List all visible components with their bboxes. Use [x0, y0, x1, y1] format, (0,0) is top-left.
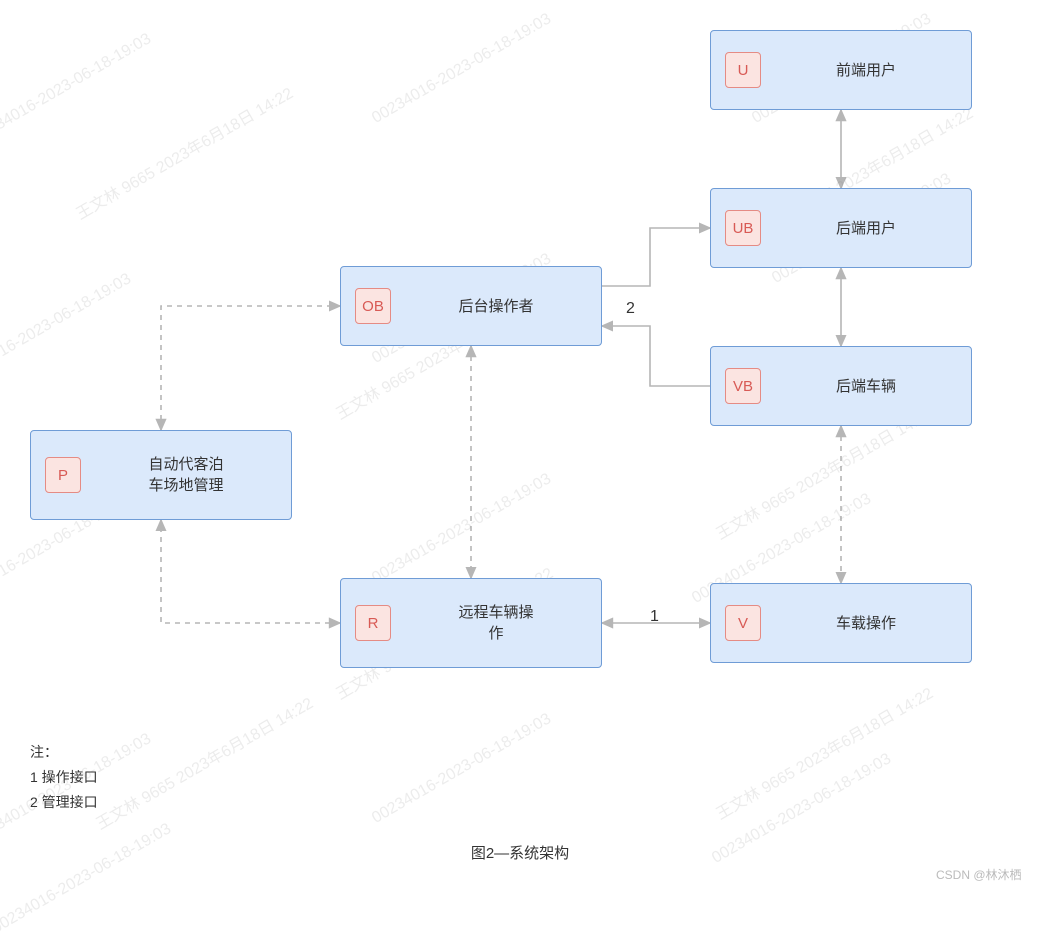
node-R: R远程车辆操作 [340, 578, 602, 668]
node-badge-VB: VB [725, 368, 761, 404]
node-label-V: 车载操作 [761, 613, 971, 634]
node-UB: UB后端用户 [710, 188, 972, 268]
edge-OB-UB [602, 228, 710, 286]
edge-P-OB [161, 306, 340, 430]
legend: 注：1 操作接口2 管理接口 [30, 740, 98, 816]
node-badge-UB: UB [725, 210, 761, 246]
node-OB: OB后台操作者 [340, 266, 602, 346]
edge-R-P [161, 520, 340, 623]
node-label-P: 自动代客泊车场地管理 [81, 454, 291, 496]
node-label-U: 前端用户 [761, 60, 971, 81]
node-label-UB: 后端用户 [761, 218, 971, 239]
edge-label-1: 1 [650, 608, 659, 626]
node-V: V车载操作 [710, 583, 972, 663]
node-U: U前端用户 [710, 30, 972, 110]
node-badge-R: R [355, 605, 391, 641]
attribution: CSDN @林沐栖 [936, 866, 1022, 883]
legend-item-0: 1 操作接口 [30, 765, 98, 790]
node-VB: VB后端车辆 [710, 346, 972, 426]
node-badge-P: P [45, 457, 81, 493]
node-P: P自动代客泊车场地管理 [30, 430, 292, 520]
node-badge-U: U [725, 52, 761, 88]
node-label-OB: 后台操作者 [391, 296, 601, 317]
edge-VB-OB [602, 326, 710, 386]
node-label-R: 远程车辆操作 [391, 602, 601, 644]
node-badge-V: V [725, 605, 761, 641]
node-badge-OB: OB [355, 288, 391, 324]
figure-caption: 图2—系统架构 [0, 842, 1040, 863]
legend-item-1: 2 管理接口 [30, 790, 98, 815]
edge-label-0: 2 [626, 300, 635, 318]
legend-title: 注： [30, 740, 98, 765]
node-label-VB: 后端车辆 [761, 376, 971, 397]
